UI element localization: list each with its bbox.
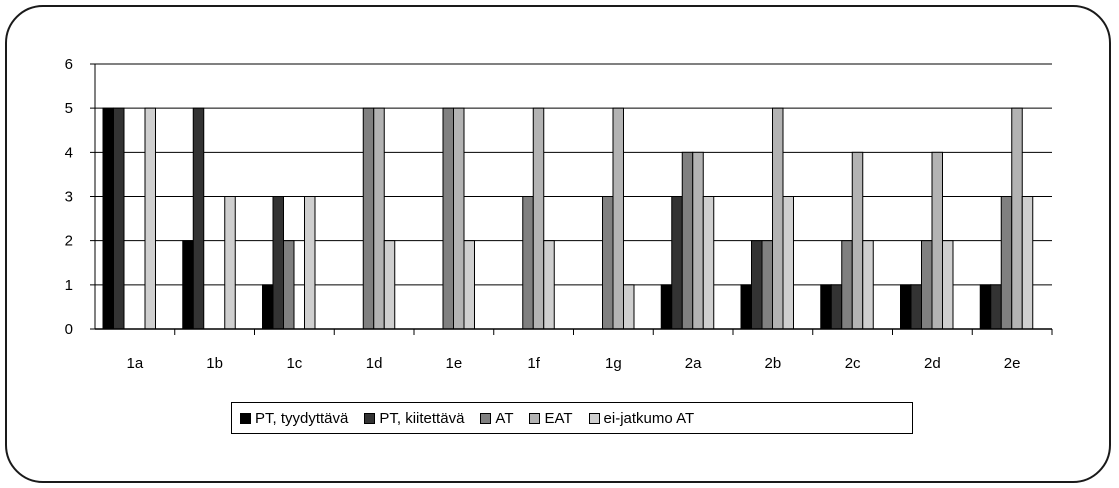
x-tick-label: 1a: [127, 355, 144, 372]
bar: [671, 196, 683, 330]
bar: [113, 107, 125, 330]
bar: [1000, 196, 1013, 330]
legend-swatch: [240, 412, 251, 424]
legend-swatch: [529, 412, 541, 424]
bar: [910, 284, 922, 330]
x-tick-label: 2d: [924, 355, 941, 372]
bar: [283, 240, 295, 330]
legend-item: EAT: [529, 409, 573, 427]
x-tick-label: 1d: [366, 355, 383, 372]
x-tick-label: 1c: [286, 355, 302, 372]
bar: [772, 107, 784, 330]
x-tick-label: 1f: [527, 355, 540, 372]
bar: [702, 196, 715, 330]
x-tick-label: 1b: [206, 355, 223, 372]
legend-label: EAT: [544, 409, 573, 427]
y-tick-label: 4: [65, 144, 73, 161]
bar: [740, 284, 752, 330]
y-tick-label: 5: [65, 100, 73, 117]
bar: [692, 151, 704, 330]
legend-item: PT, kiitettävä: [364, 410, 464, 427]
bar: [900, 284, 912, 330]
y-tick-label: 3: [65, 189, 73, 206]
bar: [463, 240, 475, 330]
x-tick-label: 2a: [685, 355, 702, 372]
bar: [102, 107, 114, 330]
bar: [681, 151, 694, 330]
bar: [182, 240, 194, 330]
x-tick-label: 2c: [845, 355, 861, 372]
y-tick-label: 0: [65, 321, 73, 338]
bar: [453, 107, 465, 330]
legend-item: PT, tyydyttävä: [240, 410, 348, 427]
bar: [532, 107, 545, 330]
bar: [931, 151, 943, 330]
bar: [442, 107, 454, 330]
bar: [841, 240, 853, 330]
bar: [612, 107, 624, 330]
bar: [862, 240, 874, 330]
legend-item: ei-jatkumo AT: [588, 409, 695, 427]
bar: [623, 284, 635, 330]
bar: [830, 284, 843, 330]
bar: [761, 240, 773, 330]
y-tick-label: 1: [65, 277, 73, 294]
legend-item: AT: [480, 410, 513, 427]
x-tick-label: 2e: [1004, 355, 1021, 372]
bar: [224, 196, 236, 330]
legend-label: PT, kiitettävä: [379, 409, 465, 427]
legend-label: PT, tyydyttävä: [255, 409, 349, 427]
bar: [373, 107, 385, 330]
bar: [272, 196, 284, 330]
bar: [304, 196, 316, 330]
bar: [660, 284, 673, 330]
bar: [921, 240, 933, 330]
x-tick-label: 2b: [765, 355, 782, 372]
bar: [990, 284, 1002, 330]
y-tick-label: 6: [65, 56, 73, 73]
bar: [144, 107, 156, 330]
x-tick-label: 1g: [605, 355, 622, 372]
bar: [1011, 107, 1023, 330]
bar: [979, 284, 992, 330]
legend-swatch: [588, 412, 600, 424]
legend-swatch: [364, 412, 376, 424]
bar: [383, 240, 396, 330]
bar: [751, 240, 763, 330]
bar: [192, 107, 205, 330]
bar: [543, 240, 555, 330]
bar: [942, 240, 954, 330]
legend-label: ei-jatkumo AT: [603, 409, 695, 427]
bar: [522, 196, 534, 330]
bar: [262, 284, 274, 330]
bar: [1021, 196, 1034, 330]
bar: [602, 196, 614, 330]
legend-swatch: [480, 412, 492, 424]
chart-frame: [5, 5, 1111, 483]
chart-legend: PT, tyydyttävä PT, kiitettävä AT EAT ei-jatk…: [231, 402, 913, 434]
y-tick-label: 2: [65, 233, 73, 250]
legend-label: AT: [495, 409, 514, 427]
bar: [820, 284, 832, 330]
bar: [851, 151, 864, 330]
bar: [362, 107, 375, 330]
x-tick-label: 1e: [446, 355, 463, 372]
bar: [782, 196, 794, 330]
